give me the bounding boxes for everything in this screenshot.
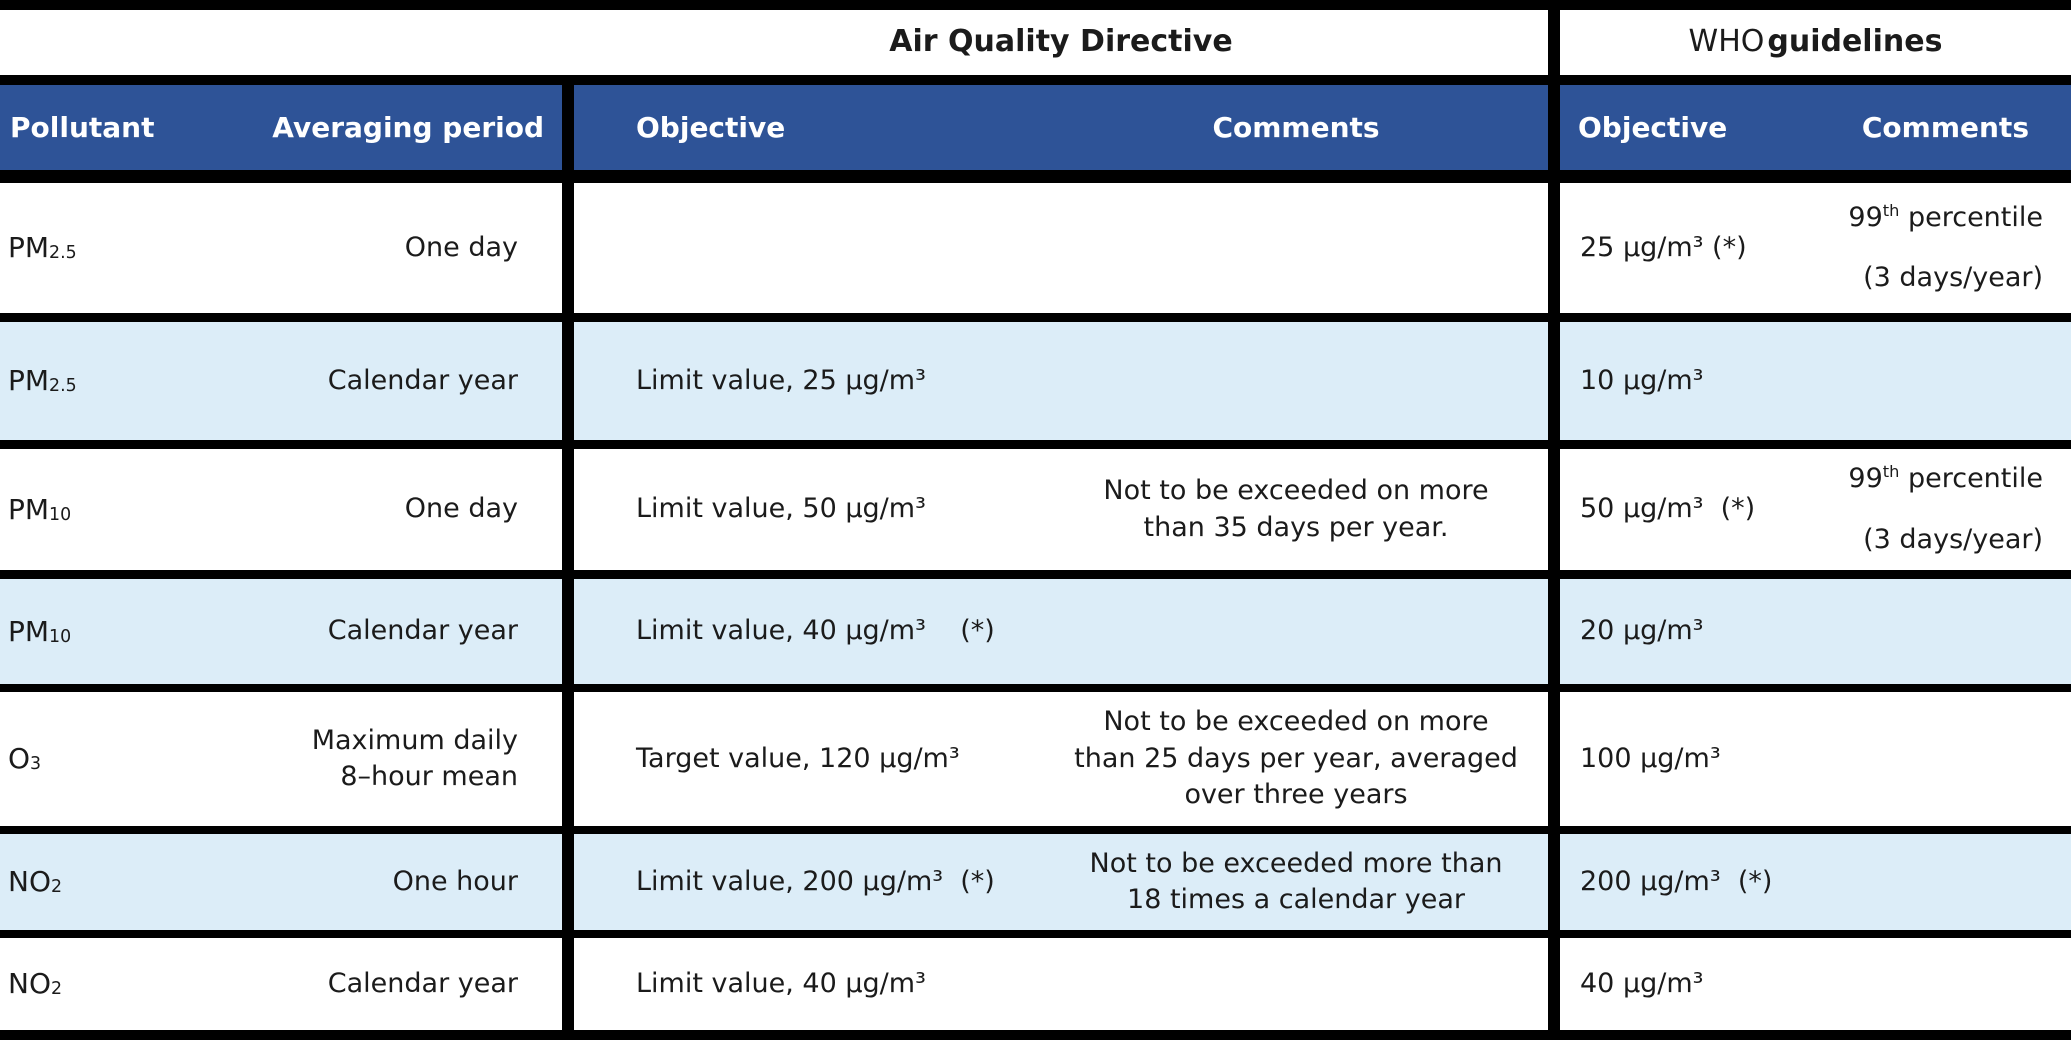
- who-objective-cell: 50 µg/m³ (*): [1580, 493, 1756, 525]
- pollutant-symbol: PM: [8, 614, 50, 648]
- who-objective-cell: 100 µg/m³: [1580, 742, 1721, 774]
- pollutant-cell: NO 2: [0, 834, 190, 930]
- period-cell: One day: [404, 231, 518, 263]
- pollutant-symbol: PM: [8, 231, 50, 265]
- period-cell: One day: [404, 493, 518, 525]
- who-comments-cell: 99th percentile (3 days/year): [1810, 449, 2071, 570]
- divider-line: [0, 570, 2071, 579]
- pollutant-subscript: 10: [49, 626, 72, 647]
- who-group-title: WHO guidelines: [1560, 10, 2071, 75]
- who-objective-cell: 10 µg/m³: [1560, 322, 1810, 440]
- pollutant-cell: PM 10: [0, 449, 190, 570]
- pollutant-symbol: NO: [8, 967, 51, 1001]
- top-border: [0, 0, 2071, 10]
- who-comments-cell: [1810, 579, 2071, 684]
- who-comments-cell: [1810, 322, 2071, 440]
- aqd-comments-cell: [1044, 322, 1548, 440]
- aqd-comments-cell: Not to be exceeded more than 18 times a …: [1044, 834, 1548, 930]
- divider-line: [0, 75, 2071, 85]
- period-cell: Calendar year: [190, 322, 562, 440]
- divider-line: [0, 684, 2071, 692]
- divider-line: [0, 440, 2071, 449]
- period-cell: Calendar year: [327, 967, 518, 999]
- aqd-objective-cell: Limit value, 200 µg/m³ (*): [574, 834, 1044, 930]
- aqd-comments-cell: Not to be exceeded on more than 35 days …: [1103, 475, 1489, 543]
- pollutant-subscript: 2.5: [49, 243, 77, 264]
- who-comment-line1: 99th percentile: [1848, 200, 2043, 233]
- pollutant-symbol: O: [8, 742, 31, 776]
- divider-line: [0, 930, 2071, 938]
- pollutant-symbol: PM: [8, 364, 50, 398]
- pollutant-cell: PM 2.5: [0, 183, 190, 313]
- aqd-comments-cell: [1044, 579, 1548, 684]
- who-objective-cell: 40 µg/m³: [1580, 967, 1704, 999]
- col-header-aqd-objective: Objective: [574, 85, 1044, 170]
- pollutant-symbol: NO: [8, 865, 51, 899]
- col-header-period: Averaging period: [190, 85, 562, 170]
- vertical-divider-right: [1548, 10, 1560, 1040]
- aqd-comments-cell: Not to be exceeded on more than 25 days …: [1074, 706, 1518, 811]
- who-comments-cell: [1810, 938, 2071, 1030]
- aqd-group-title: Air Quality Directive: [574, 10, 1548, 75]
- pollutant-subscript: 2: [50, 877, 63, 898]
- col-header-pollutant: Pollutant: [0, 85, 190, 170]
- period-cell: Maximum daily 8–hour mean: [311, 724, 518, 792]
- aqd-objective-cell: Limit value, 40 µg/m³ (*): [574, 579, 1044, 684]
- pollutant-subscript: 3: [30, 754, 42, 775]
- aqd-objective-cell: Limit value, 40 µg/m³: [636, 967, 926, 999]
- who-comments-cell: [1810, 692, 2071, 826]
- who-objective-cell: 200 µg/m³ (*): [1560, 834, 1810, 930]
- who-comment-line2: (3 days/year): [1863, 523, 2043, 555]
- pollutant-cell: NO 2: [0, 938, 190, 1030]
- vertical-divider-left: [562, 85, 574, 1040]
- who-title-bold: guidelines: [1767, 24, 1943, 60]
- aqd-comments-cell: [1044, 938, 1548, 1030]
- who-comment-line1: 99th percentile: [1848, 462, 2043, 495]
- pollutant-subscript: 2: [50, 979, 63, 1000]
- pollutant-symbol: PM: [8, 492, 50, 526]
- col-header-aqd-comments: Comments: [1044, 85, 1548, 170]
- col-header-who-objective: Objective: [1560, 85, 1810, 170]
- divider-line: [0, 826, 2071, 834]
- aqd-comments-cell: [1044, 183, 1548, 313]
- pollutant-cell: PM 2.5: [0, 322, 190, 440]
- pollutant-cell: PM 10: [0, 579, 190, 684]
- divider-line: [0, 170, 2071, 183]
- col-header-who-comments: Comments: [1810, 85, 2071, 170]
- who-comment-line2: (3 days/year): [1863, 262, 2043, 293]
- who-objective-cell: 25 µg/m³ (*): [1580, 231, 1747, 263]
- divider-line: [0, 313, 2071, 322]
- title-spacer: [0, 10, 574, 75]
- period-cell: One hour: [190, 834, 562, 930]
- who-objective-cell: 20 µg/m³: [1560, 579, 1810, 684]
- aqd-objective-cell: Target value, 120 µg/m³: [636, 742, 960, 774]
- who-comments-cell: 99th percentile (3 days/year): [1810, 183, 2071, 313]
- aqd-objective-cell: Limit value, 25 µg/m³: [574, 322, 1044, 440]
- who-title-normal: WHO: [1688, 24, 1765, 60]
- aqd-objective-cell: Limit value, 50 µg/m³: [636, 493, 926, 525]
- pollutant-subscript: 2.5: [49, 376, 77, 397]
- aqd-objective-cell: [574, 183, 1044, 313]
- pollutant-subscript: 10: [49, 504, 72, 525]
- period-cell: Calendar year: [190, 579, 562, 684]
- who-comments-cell: [1810, 834, 2071, 930]
- bottom-border: [0, 1030, 2071, 1040]
